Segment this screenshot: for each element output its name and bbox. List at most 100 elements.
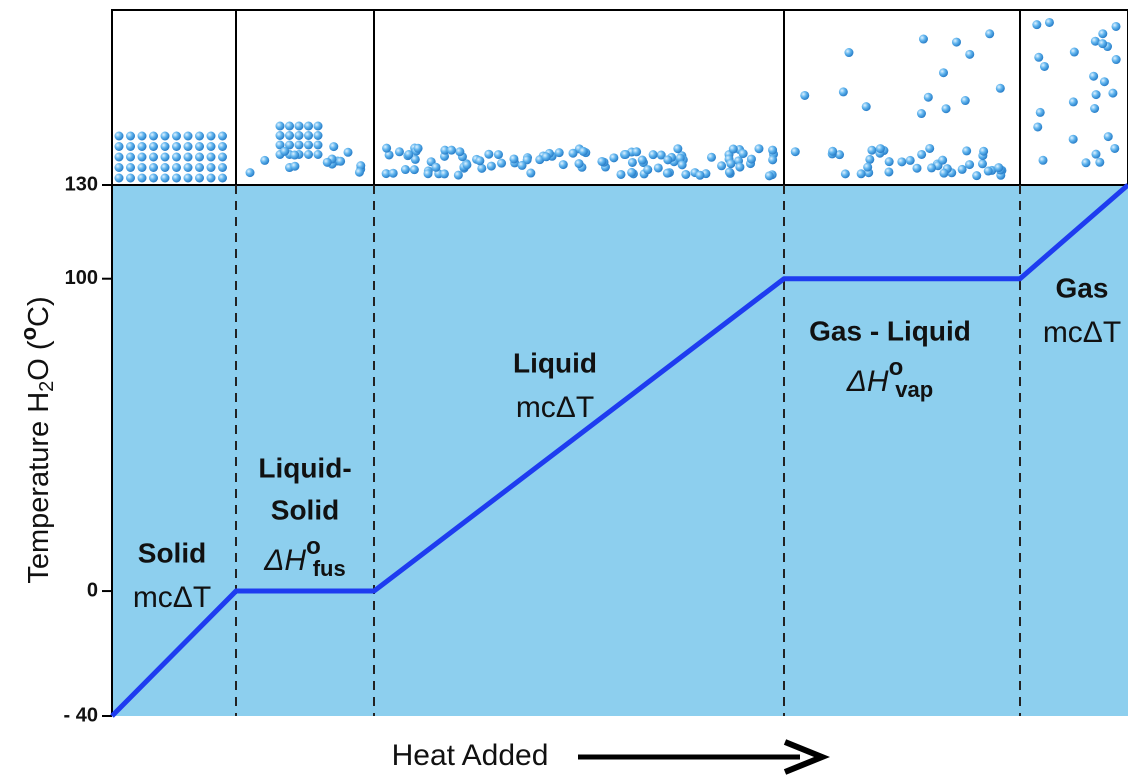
particle [336,157,345,166]
particle [447,146,456,155]
particle [643,165,652,174]
particle [149,142,158,151]
particle [195,142,204,151]
particle [440,169,449,178]
particle [280,147,289,156]
particle [487,162,496,171]
particle [115,142,124,151]
y-axis-label: Temperature H2O (oC) [16,296,58,583]
particle [115,132,124,141]
particle [876,144,885,153]
particle [455,147,464,156]
particle [632,147,641,156]
phase-name: Solid [271,494,339,525]
particle [314,122,323,131]
particle [739,149,748,158]
y-axis-label-part: Temperature H [23,392,55,584]
particle [195,174,204,183]
y-tick-label: - 40 [64,704,98,726]
phase-name: Gas - Liquid [809,315,971,346]
particle [207,132,216,141]
particle [304,122,313,131]
particle [768,155,777,164]
particle [172,132,181,141]
particle [138,132,147,141]
particle [1036,108,1045,117]
particle [897,157,906,166]
particle [285,131,294,140]
particle [828,147,837,156]
particle [290,151,299,160]
particle [410,165,419,174]
particle [863,163,872,172]
particle [494,150,503,159]
particle [579,147,588,156]
particle [295,141,304,150]
particle [1034,53,1043,62]
particle [526,169,535,178]
particle [1095,158,1104,167]
particle [184,174,193,183]
particle [1091,150,1100,159]
particle [149,132,158,141]
particle [484,150,493,159]
particle [729,145,738,154]
particle [638,156,647,165]
particle [184,163,193,172]
particle [518,161,527,170]
particle [952,38,961,47]
particle [575,159,584,168]
phase-name: Liquid- [258,452,351,483]
particle [161,174,170,183]
particle [395,147,404,156]
particle [218,153,227,162]
particle [304,150,313,159]
particle [218,132,227,141]
particle [497,159,506,168]
particle [800,91,809,100]
particle [1081,158,1090,167]
phase-name: Gas [1056,272,1109,303]
particle [454,171,463,180]
particle [207,153,216,162]
phase-formula: mcΔT [1043,316,1121,349]
particle [768,146,777,155]
particle [841,169,850,178]
particle [1045,18,1054,27]
particle [314,141,323,150]
particle [965,50,974,59]
particle [867,146,876,155]
particle [979,147,988,156]
phase-formula: mcΔT [133,581,211,614]
particle [260,156,269,165]
particle [290,162,299,171]
particle [1112,22,1121,31]
particle [927,163,936,172]
particle [126,132,135,141]
particle [924,93,933,102]
particle [765,171,774,180]
particle [609,153,618,162]
particle [925,144,934,153]
particle [1108,89,1117,98]
particle [304,141,313,150]
particle [172,142,181,151]
plot-area [112,185,1128,716]
particle [218,174,227,183]
particle [424,169,433,178]
particle [138,142,147,151]
particle [172,174,181,183]
particle [138,153,147,162]
particle [355,168,364,177]
particle [161,132,170,141]
particle [115,153,124,162]
phase-name: Solid [138,537,206,568]
particle [126,163,135,172]
particle [115,174,124,183]
particle [276,122,285,131]
particle [962,146,971,155]
particle [985,29,994,38]
page: {"chart_data": { "type": "line", "ylabel… [0,0,1128,780]
particle [314,131,323,140]
particle [695,171,704,180]
